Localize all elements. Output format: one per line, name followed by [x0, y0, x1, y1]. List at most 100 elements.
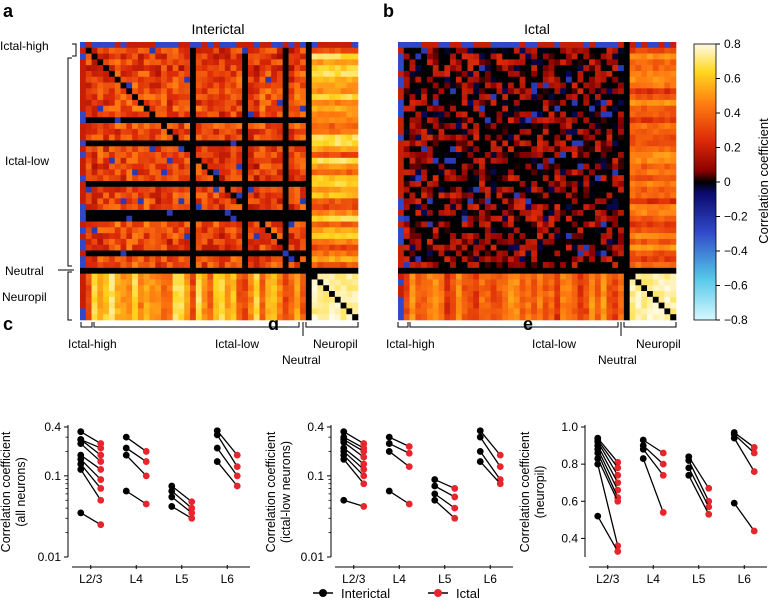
heatmap-cell — [554, 169, 561, 176]
heatmap-cell — [80, 99, 87, 107]
heatmap-cell — [508, 308, 515, 315]
heatmap-cell — [409, 262, 416, 269]
heatmap-cell — [132, 302, 139, 309]
heatmap-cell — [242, 157, 249, 164]
heatmap-cell — [583, 157, 590, 164]
heatmap-cell — [664, 244, 671, 251]
heatmap-cell — [352, 128, 359, 135]
heatmap-cell — [242, 233, 249, 240]
heatmap-cell — [195, 76, 202, 83]
heatmap-cell — [85, 244, 92, 251]
heatmap-cell — [473, 70, 480, 78]
heatmap-cell — [444, 314, 451, 321]
heatmap-cell — [242, 279, 249, 286]
heatmap-cell — [432, 302, 439, 309]
heatmap-cell — [600, 70, 607, 78]
heatmap-cell — [664, 140, 671, 147]
heatmap-cell — [352, 82, 359, 89]
heatmap-cell — [247, 146, 255, 153]
heatmap-cell — [334, 273, 341, 280]
heatmap-cell — [415, 53, 422, 60]
heatmap-cell — [247, 157, 255, 164]
heatmap-cell — [415, 169, 422, 176]
heatmap-cell — [542, 76, 549, 83]
heatmap-cell — [461, 256, 468, 263]
ictal-point — [97, 451, 105, 459]
heatmap-cell — [166, 117, 173, 124]
heatmap-cell — [670, 123, 677, 130]
heatmap-cell — [323, 169, 330, 176]
heatmap-cell — [282, 94, 289, 101]
heatmap-cell — [421, 256, 428, 263]
heatmap-cell — [664, 198, 671, 205]
heatmap-cell — [282, 302, 289, 309]
heatmap-cell — [329, 53, 336, 60]
heatmap-cell — [496, 198, 503, 205]
heatmap-cell — [652, 94, 659, 101]
heatmap-cell — [276, 157, 284, 164]
heatmap-cell — [114, 152, 121, 159]
heatmap-cell — [103, 175, 110, 182]
heatmap-cell — [340, 256, 347, 263]
heatmap-cell — [629, 256, 636, 263]
heatmap-cell — [352, 204, 359, 211]
heatmap-cell — [271, 42, 278, 49]
heatmap-cell — [242, 314, 249, 321]
heatmap-cell — [85, 94, 92, 101]
heatmap-cell — [594, 302, 602, 309]
ictal-point — [659, 509, 667, 516]
heatmap-cell — [247, 94, 255, 101]
heatmap-cell — [531, 279, 538, 286]
heatmap-cell — [461, 47, 468, 54]
heatmap-cell — [161, 59, 168, 66]
heatmap-cell — [647, 285, 654, 292]
heatmap-cell — [612, 82, 619, 89]
heatmap-cell — [195, 314, 202, 321]
heatmap-cell — [329, 134, 336, 141]
heatmap-cell — [143, 163, 150, 170]
heatmap-cell — [432, 262, 439, 269]
heatmap-a-bottom-label-ictal-high: Ictal-high — [68, 337, 117, 351]
heatmap-cell — [178, 291, 185, 298]
heatmap-cell — [432, 215, 439, 222]
heatmap-cell — [577, 192, 584, 199]
heatmap-a-bottom-label-neutral: Neutral — [282, 353, 321, 367]
heatmap-cell — [172, 181, 179, 188]
heatmap-cell — [577, 204, 584, 211]
heatmap-cell — [108, 244, 116, 251]
heatmap-cell — [450, 273, 457, 280]
heatmap-cell — [352, 169, 359, 176]
heatmap-cell — [253, 221, 260, 228]
heatmap-cell — [317, 296, 324, 303]
heatmap-cell — [467, 140, 474, 147]
heatmap-cell — [143, 82, 150, 89]
heatmap-cell — [479, 53, 486, 60]
heatmap-cell — [548, 152, 555, 159]
heatmap-cell — [201, 227, 208, 234]
heatmap-cell — [652, 192, 659, 199]
heatmap-cell — [502, 285, 509, 292]
heatmap-cell — [103, 117, 110, 124]
heatmap-cell — [664, 181, 671, 188]
heatmap-cell — [403, 152, 410, 159]
heatmap-cell — [438, 117, 445, 124]
heatmap-cell — [114, 76, 121, 83]
heatmap-cell — [103, 256, 110, 263]
heatmap-cell — [612, 163, 619, 170]
heatmap-cell — [329, 291, 336, 298]
heatmap-cell — [623, 250, 630, 257]
heatmap-cell — [317, 209, 324, 217]
heatmap-cell — [479, 99, 486, 107]
heatmap-cell — [502, 99, 509, 107]
heatmap-cell — [346, 53, 353, 60]
heatmap-cell — [519, 221, 526, 228]
heatmap-cell — [519, 238, 526, 246]
heatmap-cell — [120, 76, 127, 83]
heatmap-cell — [565, 308, 573, 315]
heatmap-cell — [594, 181, 602, 188]
heatmap-cell — [91, 192, 98, 199]
heatmap-cell — [606, 47, 613, 54]
heatmap-cell — [132, 42, 139, 49]
heatmap-cell — [352, 233, 359, 240]
heatmap-cell — [80, 221, 87, 228]
